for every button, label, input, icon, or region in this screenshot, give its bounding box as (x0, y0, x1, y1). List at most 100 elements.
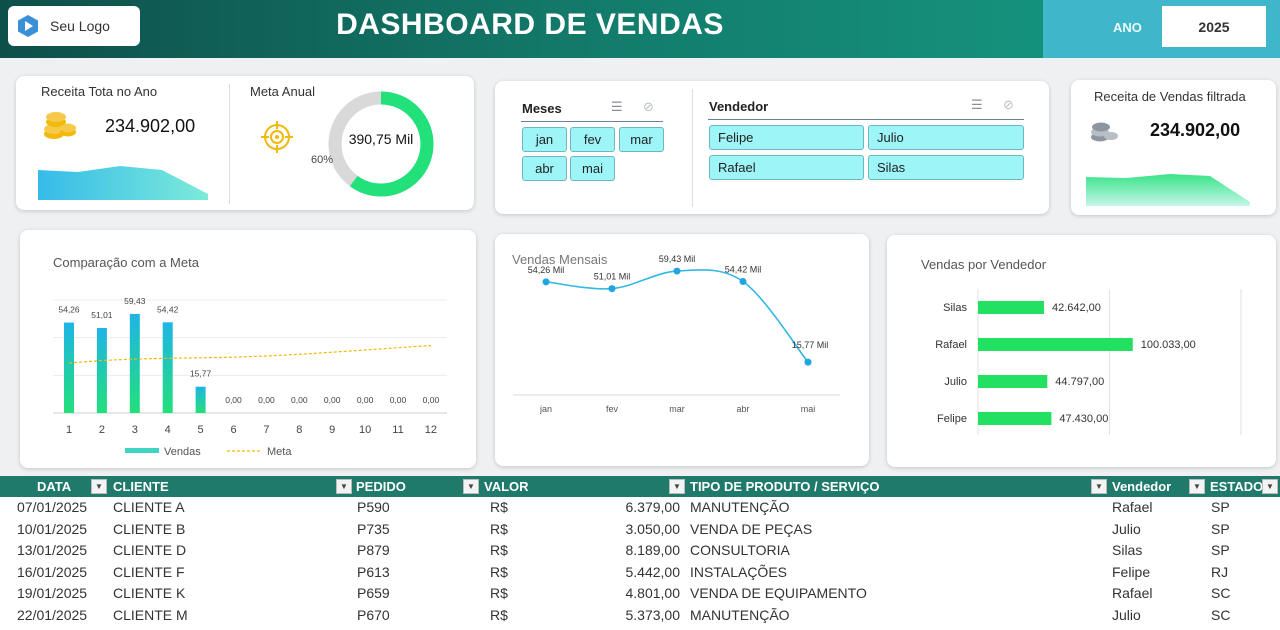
monthly-sales-line (545, 269, 809, 363)
table-row[interactable]: 10/01/2025 CLIENTE B P735 R$ 3.050,00 VENDA D… (0, 518, 1280, 540)
col-header-estado[interactable]: ESTADO (1210, 479, 1262, 494)
slicer-month-fev[interactable]: fev (570, 127, 615, 152)
cell-moeda: R$ (490, 520, 508, 537)
meta-donut-progress (328, 91, 434, 197)
vendas-bar (195, 386, 206, 413)
chart2-x-tick: mar (669, 404, 685, 414)
chart1-x-tick: 4 (165, 424, 171, 436)
cell-estado: SP (1211, 542, 1230, 558)
slicer-seller-rafael[interactable]: Rafael (709, 155, 864, 180)
monthly-sales-data-label: 54,42 Mil (725, 265, 762, 275)
filter-dropdown-icon[interactable]: ▼ (91, 479, 107, 494)
cell-valor: 4.801,00 (625, 585, 681, 601)
chart1-x-tick: 6 (230, 424, 236, 436)
vendas-data-label: 51,01 (91, 310, 113, 320)
seller-data-label: 100.033,00 (1141, 339, 1196, 351)
chart1-x-tick: 12 (425, 424, 437, 436)
multiselect-icon[interactable]: ☰ (971, 97, 983, 112)
cell-pedido: P613 (357, 563, 390, 580)
seller-category-label: Rafael (935, 339, 967, 351)
cell-tipo: VENDA DE EQUIPAMENTO (690, 585, 867, 601)
cell-tipo: MANUTENÇÃO (690, 499, 790, 515)
goal-comparison-chart: Comparação com a Meta 54,26 51,01 59,43 54,… (53, 255, 447, 458)
kpi-revenue-card: Receita Tota no Ano 234.902,00 Meta Anua… (16, 76, 474, 210)
vendas-data-label: 0,00 (291, 395, 308, 405)
cell-tipo: INSTALAÇÕES (690, 563, 787, 580)
legend-meta-label: Meta (267, 446, 292, 458)
vendas-data-label: 0,00 (357, 395, 374, 405)
target-icon (261, 121, 293, 153)
cell-pedido: P659 (357, 585, 390, 601)
col-header-pedido[interactable]: PEDIDO (356, 479, 406, 494)
chart1-x-tick: 10 (359, 424, 371, 436)
slicer-month-abr[interactable]: abr (522, 156, 567, 181)
filter-dropdown-icon[interactable]: ▼ (336, 479, 352, 494)
table-row[interactable]: 22/01/2025 CLIENTE M P670 R$ 5.373,00 MANUTEN… (0, 604, 1280, 626)
cell-data: 07/01/2025 (17, 499, 88, 515)
chart1-x-tick: 5 (198, 424, 204, 436)
cell-vendedor: Felipe (1112, 563, 1151, 580)
cell-cliente: CLIENTE B (113, 520, 186, 537)
table-row[interactable]: 19/01/2025 CLIENTE K P659 R$ 4.801,00 VENDA D… (0, 583, 1280, 604)
logo[interactable]: Seu Logo (8, 6, 140, 46)
cell-estado: SC (1211, 606, 1231, 623)
col-header-tipo[interactable]: TIPO DE PRODUTO / SERVIÇO (690, 479, 880, 494)
table-row[interactable]: 13/01/2025 CLIENTE D P879 R$ 8.189,00 CONSULT… (0, 540, 1280, 561)
year-selector: ANO 2025 (1043, 0, 1280, 58)
cell-data: 22/01/2025 (17, 606, 88, 623)
multiselect-icon[interactable]: ☰ (611, 99, 623, 114)
kpi-divider (229, 84, 230, 204)
chart1-x-tick: 9 (329, 424, 335, 436)
clear-filter-icon[interactable]: ⊘ (1003, 97, 1014, 112)
table-row[interactable]: 07/01/2025 CLIENTE A P590 R$ 6.379,00 MANUTEN… (0, 497, 1280, 518)
seller-data-label: 47.430,00 (1059, 413, 1108, 425)
cell-vendedor: Julio (1112, 606, 1141, 623)
slicer-months-underline (521, 121, 663, 122)
vendas-data-label: 54,26 (58, 305, 80, 315)
table-row[interactable]: 16/01/2025 CLIENTE F P613 R$ 5.442,00 INSTALA… (0, 561, 1280, 583)
sales-table-body: 07/01/2025 CLIENTE A P590 R$ 6.379,00 MANUTEN… (0, 497, 1280, 630)
header-bar: Seu Logo DASHBOARD DE VENDAS ANO 2025 (0, 0, 1280, 58)
monthly-sales-data-label: 54,26 Mil (528, 265, 565, 275)
filter-dropdown-icon[interactable]: ▼ (1189, 479, 1205, 494)
slicer-month-mai[interactable]: mai (570, 156, 615, 181)
col-header-valor[interactable]: VALOR (484, 479, 529, 494)
cell-valor: 3.050,00 (625, 520, 681, 537)
chart-monthly-sales-card: Vendas Mensais 54,26 Mil 51,01 Mil 59,43 M… (495, 234, 869, 466)
slicer-seller-felipe[interactable]: Felipe (709, 125, 864, 150)
filter-dropdown-icon[interactable]: ▼ (1091, 479, 1107, 494)
seller-category-label: Silas (943, 302, 967, 314)
slicer-seller-silas[interactable]: Silas (868, 155, 1024, 180)
cell-pedido: P879 (357, 542, 390, 558)
year-value-field[interactable]: 2025 (1162, 6, 1266, 47)
meta-percent-label: 60% (311, 154, 334, 166)
monthly-sales-point (673, 267, 681, 275)
seller-bar (978, 301, 1044, 314)
kpi-filtered-card: Receita de Vendas filtrada 234.902,00 (1071, 80, 1276, 215)
cell-valor: 5.442,00 (625, 563, 681, 580)
cell-cliente: CLIENTE K (113, 585, 186, 601)
monthly-sales-point (542, 278, 550, 286)
col-header-vendedor[interactable]: Vendedor (1112, 479, 1172, 494)
cell-moeda: R$ (490, 499, 508, 515)
vendas-data-label: 0,00 (324, 395, 341, 405)
clear-filter-icon[interactable]: ⊘ (643, 99, 654, 114)
meta-line (68, 344, 431, 364)
chart2-title: Vendas Mensais (512, 252, 608, 267)
slicer-month-jan[interactable]: jan (522, 127, 567, 152)
col-header-data[interactable]: DATA (37, 479, 72, 494)
cell-pedido: P590 (357, 499, 390, 515)
filter-dropdown-icon[interactable]: ▼ (1262, 479, 1278, 494)
slicer-seller-title: Vendedor (709, 99, 769, 114)
vendas-data-label: 54,42 (157, 304, 179, 314)
slicer-month-mar[interactable]: mar (619, 127, 664, 152)
logo-icon (18, 15, 38, 37)
filter-dropdown-icon[interactable]: ▼ (463, 479, 479, 494)
vendas-bar (129, 313, 140, 413)
filter-dropdown-icon[interactable]: ▼ (669, 479, 685, 494)
cell-moeda: R$ (490, 563, 508, 580)
cell-tipo: CONSULTORIA (690, 542, 790, 558)
revenue-title: Receita Tota no Ano (41, 84, 158, 99)
slicer-seller-julio[interactable]: Julio (868, 125, 1024, 150)
col-header-cliente[interactable]: CLIENTE (113, 479, 169, 494)
